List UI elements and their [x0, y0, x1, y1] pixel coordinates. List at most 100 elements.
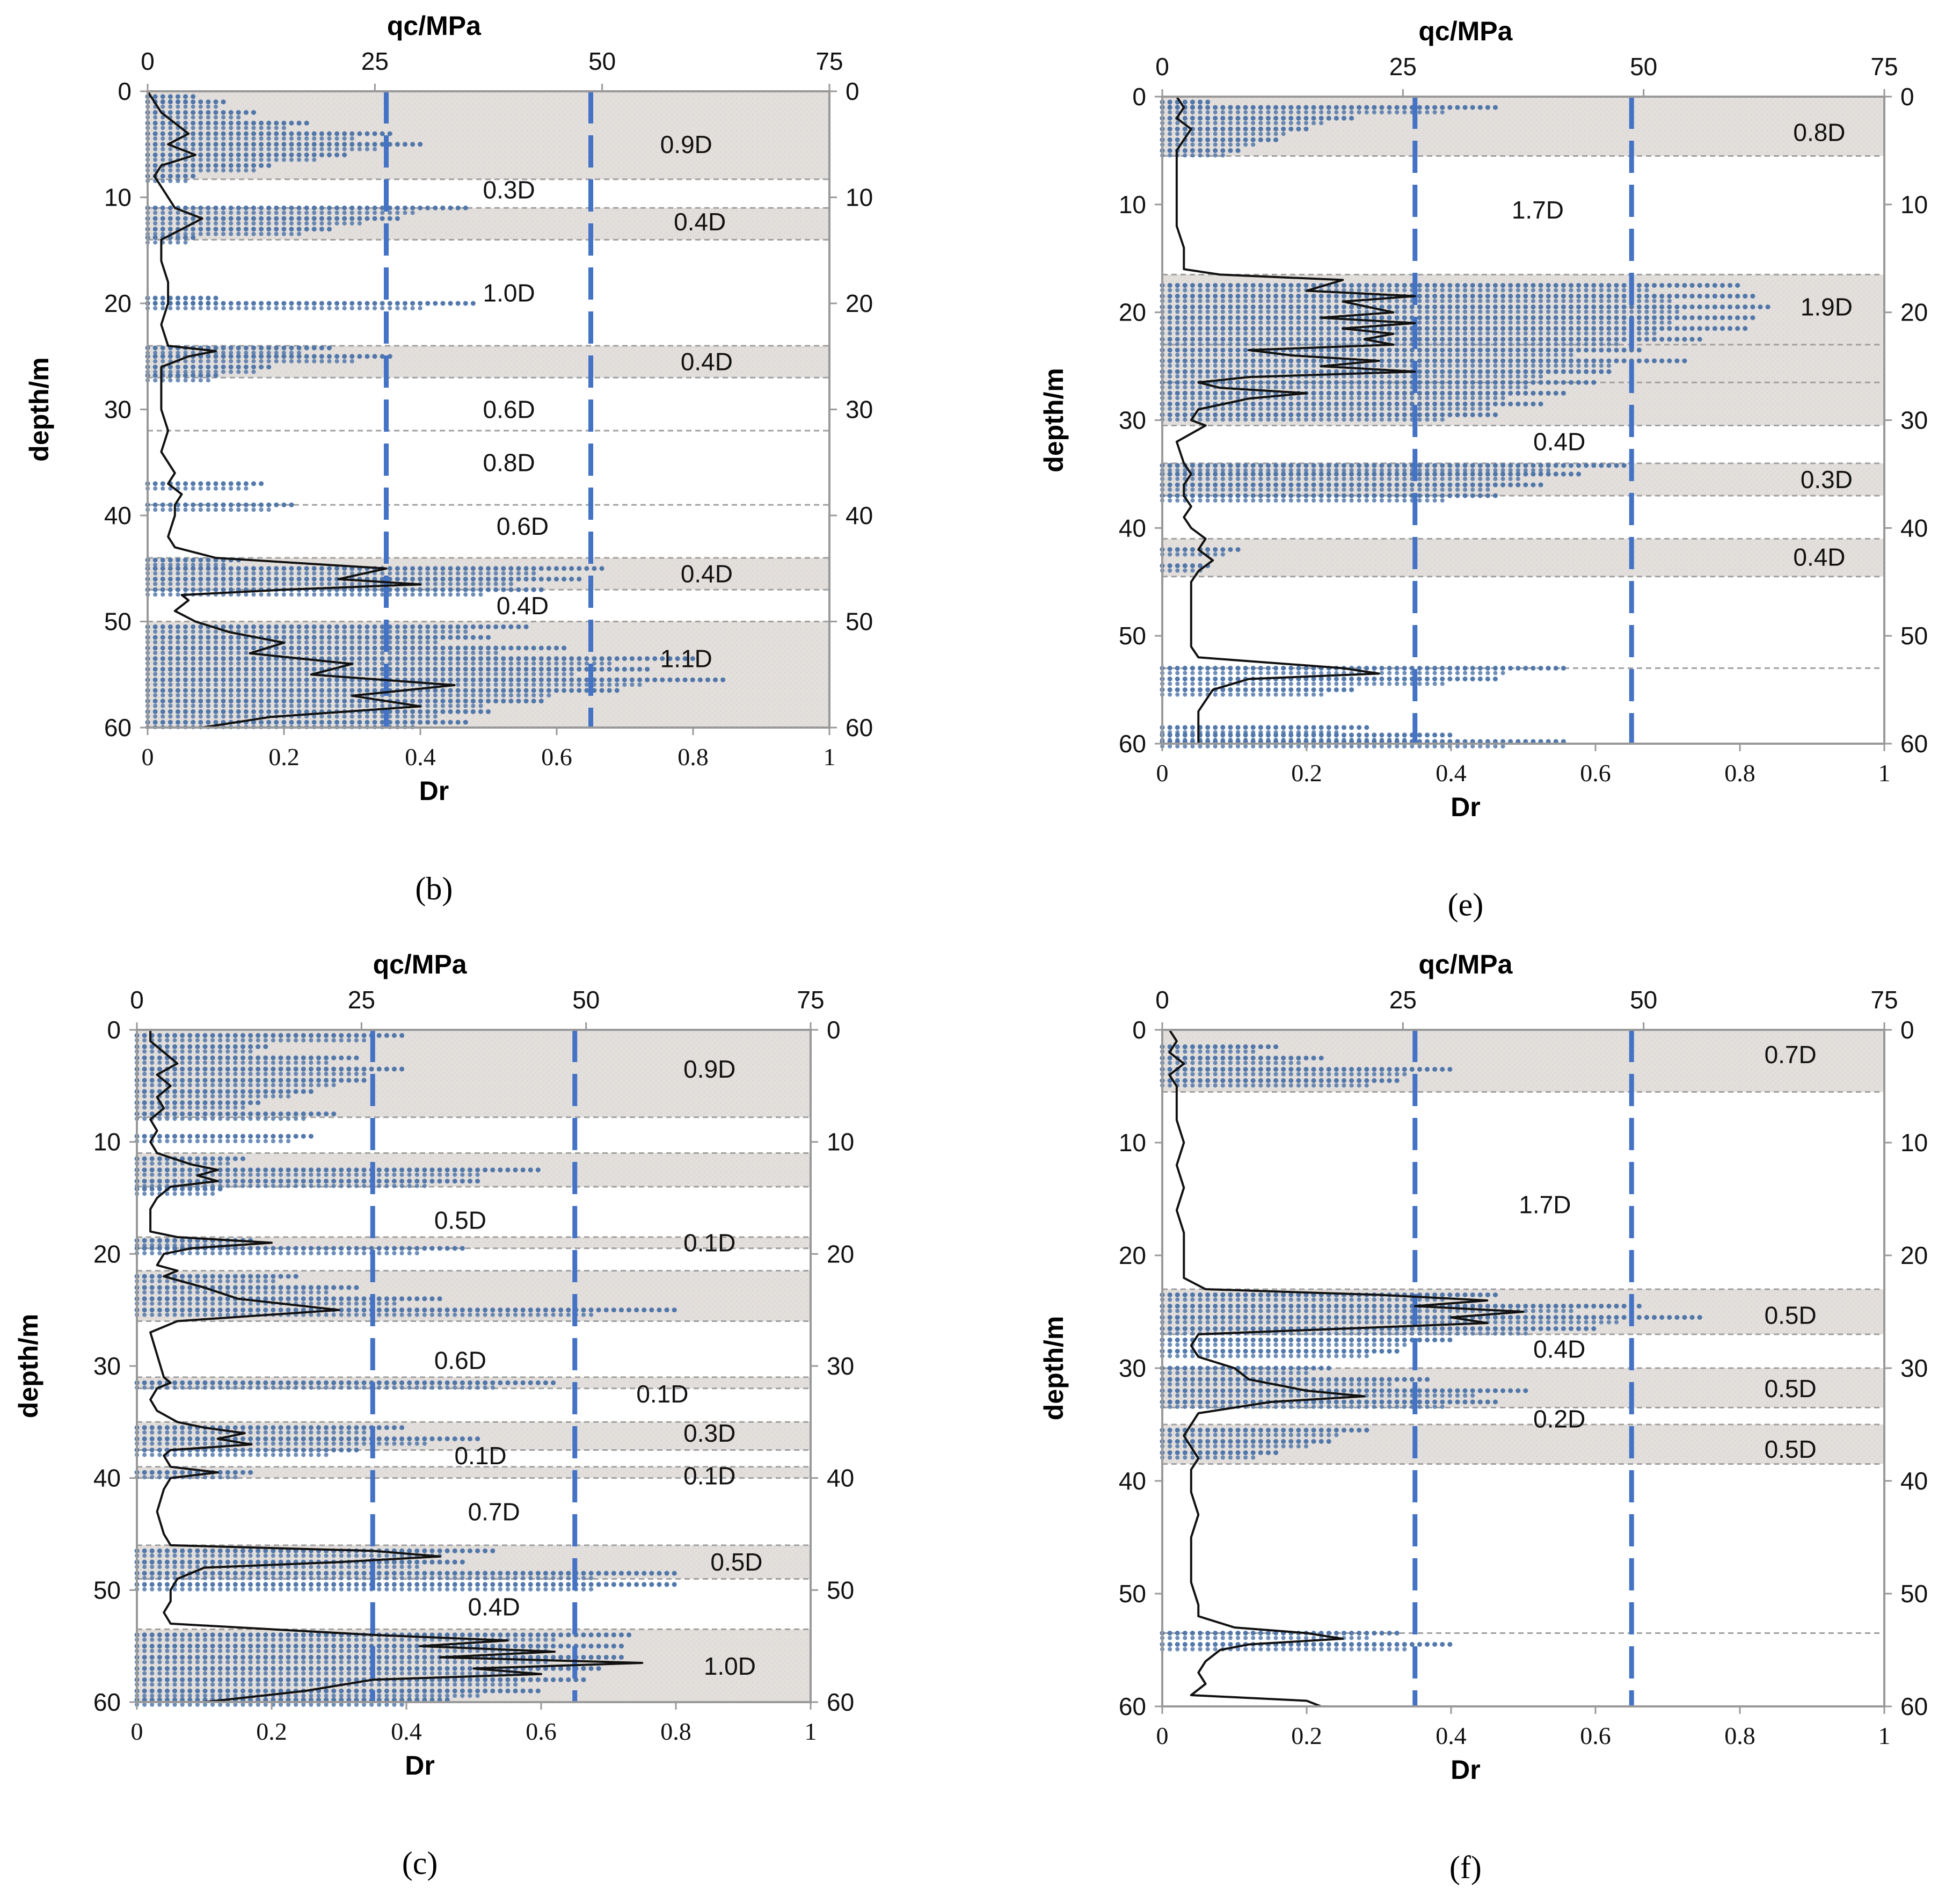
- depth-tick-label: 10: [104, 184, 132, 212]
- depth-tick-label: 0: [827, 1016, 841, 1044]
- layer-thickness-label: 0.4D: [681, 560, 733, 588]
- panel-c-label: (c): [402, 1845, 438, 1881]
- qc-tick-label: 25: [1389, 53, 1417, 81]
- depth-tick-label: 10: [846, 184, 873, 212]
- depth-tick-label: 40: [827, 1464, 854, 1492]
- depth-tick-label: 50: [846, 608, 873, 636]
- shaded-layer: [137, 1545, 811, 1579]
- qc-tick-label: 75: [815, 47, 843, 75]
- dr-tick-label: 0.6: [1580, 1722, 1611, 1749]
- dr-tick-label: 1: [824, 743, 836, 771]
- depth-tick-label: 0: [118, 77, 132, 105]
- panel-b-dr-thresholds: [384, 91, 593, 728]
- layer-thickness-label: 0.5D: [434, 1207, 486, 1234]
- dr-tick-label: 1: [1878, 1722, 1891, 1749]
- depth-tick-label: 30: [827, 1352, 854, 1380]
- qc-tick-label: 75: [797, 986, 824, 1014]
- dr-tick-label: 0: [1156, 1722, 1169, 1749]
- depth-tick-label: 30: [1119, 406, 1146, 434]
- layer-thickness-label: 0.1D: [454, 1442, 506, 1470]
- dr-tick-label: 0.8: [660, 1718, 691, 1745]
- dr-tick-label: 0.6: [526, 1718, 557, 1745]
- layer-thickness-label: 0.4D: [674, 208, 726, 236]
- depth-tick-label: 10: [93, 1128, 121, 1156]
- depth-tick-label: 20: [1119, 1241, 1146, 1269]
- dr-tick-label: 0.4: [1436, 1722, 1467, 1749]
- panel-f-shaded-layers: [1162, 1030, 1884, 1464]
- dr-series-line: [1168, 1029, 1525, 1707]
- panel-f-qc-title: qc/MPa: [1418, 949, 1513, 979]
- qc-tick-label: 50: [572, 986, 600, 1014]
- depth-tick-label: 50: [1119, 1580, 1146, 1608]
- layer-thickness-label: 0.1D: [683, 1462, 735, 1489]
- panel-c-dr-title: Dr: [405, 1750, 435, 1781]
- depth-tick-label: 40: [1900, 514, 1928, 542]
- depth-tick-label: 40: [846, 502, 873, 529]
- layer-thickness-label: 1.7D: [1519, 1191, 1571, 1219]
- qc-tick-label: 0: [1155, 53, 1169, 81]
- panel-b-qc-title: qc/MPa: [387, 11, 482, 41]
- panel-f-dr-line: [1168, 1029, 1525, 1707]
- shaded-layer: [1162, 539, 1884, 577]
- depth-tick-label: 10: [827, 1128, 854, 1156]
- panel-b-label: (b): [415, 871, 453, 906]
- panel-b-dr-line: [147, 90, 456, 729]
- panel-f-label: (f): [1449, 1850, 1482, 1885]
- qc-tick-label: 0: [1155, 986, 1169, 1014]
- layer-thickness-label: 0.1D: [683, 1229, 735, 1256]
- panel-f-depth-title: depth/m: [1039, 1316, 1069, 1420]
- depth-tick-label: 50: [827, 1576, 854, 1604]
- panel-c-layer-labels: 0.9D 0.5D 0.1D 0.6D 0.1D 0.3D 0.1D 0.1D 0.7D 0.5D…: [434, 1055, 763, 1680]
- shaded-layer: [137, 1153, 811, 1187]
- depth-tick-label: 60: [104, 714, 132, 742]
- depth-tick-label: 10: [1900, 1129, 1928, 1157]
- depth-tick-label: 10: [1900, 191, 1928, 219]
- qc-tick-label: 75: [1870, 53, 1898, 81]
- layer-thickness-label: 0.4D: [681, 348, 733, 376]
- layer-thickness-label: 0.4D: [1793, 543, 1845, 571]
- depth-tick-label: 40: [1900, 1467, 1928, 1495]
- dr-tick-label: 0: [131, 1718, 143, 1745]
- qc-tick-label: 75: [1870, 986, 1898, 1014]
- panel-e-label: (e): [1448, 887, 1484, 922]
- qc-tick-label: 0: [141, 47, 155, 75]
- layer-thickness-label: 0.5D: [1765, 1435, 1817, 1463]
- depth-tick-label: 50: [104, 608, 132, 636]
- qc-tick-label: 25: [348, 986, 375, 1014]
- dr-series-line: [149, 1030, 644, 1703]
- depth-tick-label: 0: [1132, 1016, 1146, 1044]
- layer-thickness-label: 0.3D: [483, 176, 535, 204]
- dr-tick-label: 0.8: [1724, 1722, 1755, 1749]
- layer-thickness-label: 0.5D: [1765, 1375, 1817, 1402]
- layer-thickness-label: 1.0D: [704, 1652, 756, 1680]
- panel-f-qc-dots: [1160, 1044, 1704, 1652]
- dr-tick-label: 0.2: [1291, 1722, 1322, 1749]
- depth-tick-label: 30: [1900, 406, 1928, 434]
- depth-tick-label: 10: [1119, 1129, 1146, 1157]
- layer-thickness-label: 0.5D: [1765, 1301, 1817, 1329]
- qc-tick-label: 25: [361, 47, 389, 75]
- layer-thickness-label: 1.9D: [1801, 293, 1853, 321]
- depth-tick-label: 30: [846, 396, 873, 424]
- depth-tick-label: 0: [1132, 83, 1146, 111]
- depth-tick-label: 50: [1900, 1580, 1928, 1608]
- depth-tick-label: 20: [1900, 1241, 1928, 1269]
- panel-e-dr-title: Dr: [1451, 792, 1481, 822]
- layer-thickness-label: 0.4D: [1533, 428, 1585, 456]
- shaded-layer: [137, 1237, 811, 1248]
- panel-c-depth-title: depth/m: [13, 1314, 43, 1418]
- depth-tick-label: 20: [104, 289, 132, 317]
- panel-e-shaded-layers: [1162, 97, 1884, 577]
- depth-tick-label: 30: [1900, 1354, 1928, 1382]
- dr-tick-label: 1: [805, 1718, 817, 1745]
- depth-tick-label: 40: [104, 502, 132, 529]
- layer-thickness-label: 0.9D: [683, 1055, 735, 1083]
- qc-tick-label: 50: [1630, 53, 1657, 81]
- layer-thickness-label: 0.3D: [683, 1419, 735, 1447]
- layer-thickness-label: 0.3D: [1801, 466, 1853, 493]
- layer-thickness-label: 0.6D: [434, 1347, 486, 1375]
- panel-e-qc-title: qc/MPa: [1418, 16, 1513, 46]
